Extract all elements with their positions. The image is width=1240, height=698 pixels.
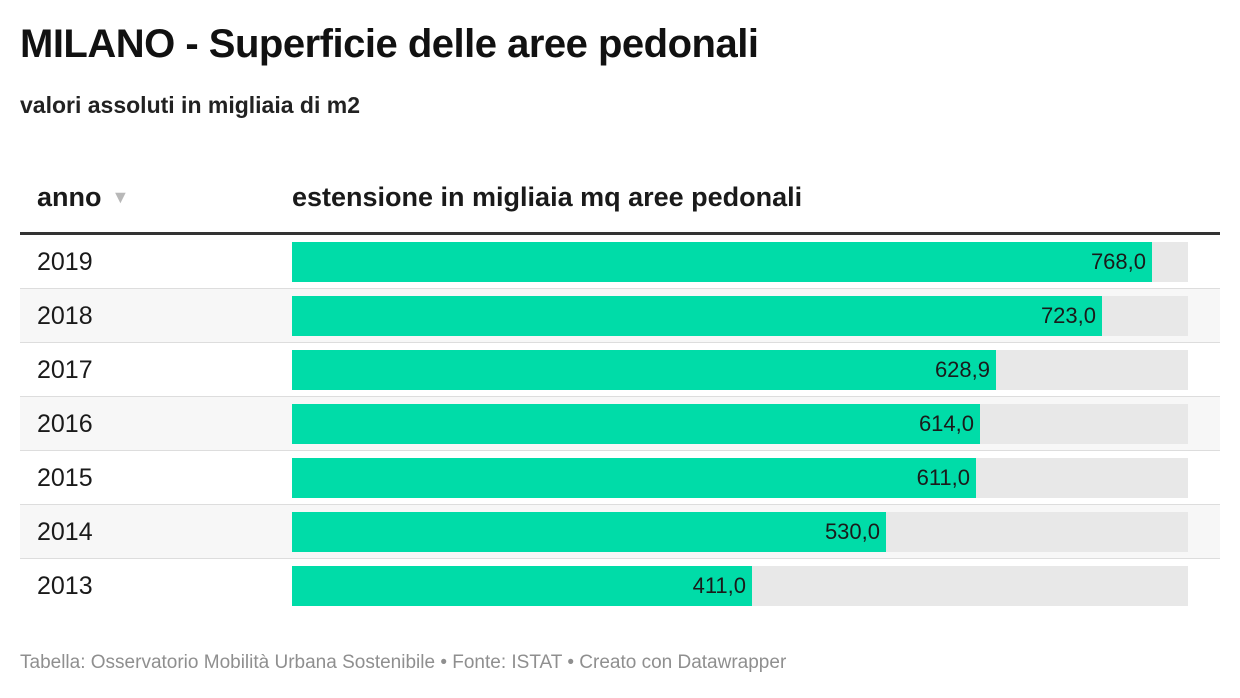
- bar-value-label: 614,0: [918, 411, 974, 436]
- table-row: 2014 530,0: [20, 505, 1220, 559]
- chart-footer: Tabella: Osservatorio Mobilità Urbana So…: [20, 652, 787, 673]
- row-year: 2013: [37, 572, 93, 600]
- bar: 768,0: [292, 242, 1152, 282]
- bar-value-label: 530,0: [824, 519, 880, 544]
- table-row: 2018 723,0: [20, 289, 1220, 343]
- bar-track: 768,0: [292, 242, 1188, 282]
- bar: 614,0: [292, 404, 980, 444]
- table-body: 2019 768,0 2018 723,0 2017 628,9 2016 614,0 2015…: [20, 235, 1220, 613]
- bar-value-label: 611,0: [916, 465, 970, 490]
- row-year: 2019: [37, 248, 93, 276]
- chart-title: MILANO - Superficie delle aree pedonali: [20, 22, 759, 66]
- table-row: 2017 628,9: [20, 343, 1220, 397]
- bar-track: 411,0: [292, 566, 1188, 606]
- bar-value-label: 768,0: [1090, 249, 1146, 274]
- bar: 530,0: [292, 512, 886, 552]
- bar-track: 628,9: [292, 350, 1188, 390]
- bar-track: 614,0: [292, 404, 1188, 444]
- column-header-year-label: anno: [37, 182, 102, 212]
- bar-track: 723,0: [292, 296, 1188, 336]
- bar-track: 530,0: [292, 512, 1188, 552]
- table-row: 2016 614,0: [20, 397, 1220, 451]
- row-year: 2017: [37, 356, 93, 384]
- bar: 723,0: [292, 296, 1102, 336]
- row-year: 2018: [37, 302, 93, 330]
- column-header-year[interactable]: anno ▼: [37, 182, 129, 213]
- header-divider: [20, 232, 1220, 235]
- column-header-value[interactable]: estensione in migliaia mq aree pedonali: [292, 182, 803, 212]
- bar: 628,9: [292, 350, 996, 390]
- chart-subtitle: valori assoluti in migliaia di m2: [20, 92, 360, 118]
- bar-value-label: 411,0: [692, 573, 746, 598]
- bar: 411,0: [292, 566, 752, 606]
- bar-track: 611,0: [292, 458, 1188, 498]
- sort-descending-icon[interactable]: ▼: [111, 187, 130, 207]
- row-year: 2014: [37, 518, 93, 546]
- table-row: 2019 768,0: [20, 235, 1220, 289]
- table-row: 2015 611,0: [20, 451, 1220, 505]
- table-row: 2013 411,0: [20, 559, 1220, 613]
- table-header: anno ▼ estensione in migliaia mq aree ped…: [20, 170, 1220, 232]
- row-year: 2016: [37, 410, 93, 438]
- bar: 611,0: [292, 458, 976, 498]
- bar-value-label: 628,9: [934, 357, 990, 382]
- bar-value-label: 723,0: [1040, 303, 1096, 328]
- row-year: 2015: [37, 464, 93, 492]
